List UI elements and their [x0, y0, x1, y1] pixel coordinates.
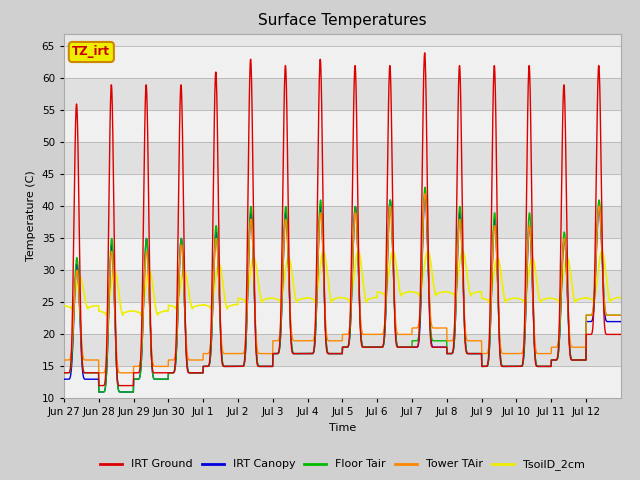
Title: Surface Temperatures: Surface Temperatures — [258, 13, 427, 28]
X-axis label: Time: Time — [329, 423, 356, 433]
Legend: IRT Ground, IRT Canopy, Floor Tair, Tower TAir, TsoilD_2cm: IRT Ground, IRT Canopy, Floor Tair, Towe… — [95, 455, 589, 475]
Bar — [64, 206, 621, 239]
Bar — [64, 302, 621, 335]
Bar — [64, 270, 621, 302]
Bar — [64, 174, 621, 206]
Bar — [64, 335, 621, 366]
Bar — [64, 239, 621, 270]
Bar — [64, 78, 621, 110]
Bar — [64, 47, 621, 78]
Bar — [64, 366, 621, 398]
Bar — [64, 143, 621, 174]
Y-axis label: Temperature (C): Temperature (C) — [26, 170, 36, 262]
Text: TZ_irt: TZ_irt — [72, 46, 110, 59]
Bar — [64, 110, 621, 143]
